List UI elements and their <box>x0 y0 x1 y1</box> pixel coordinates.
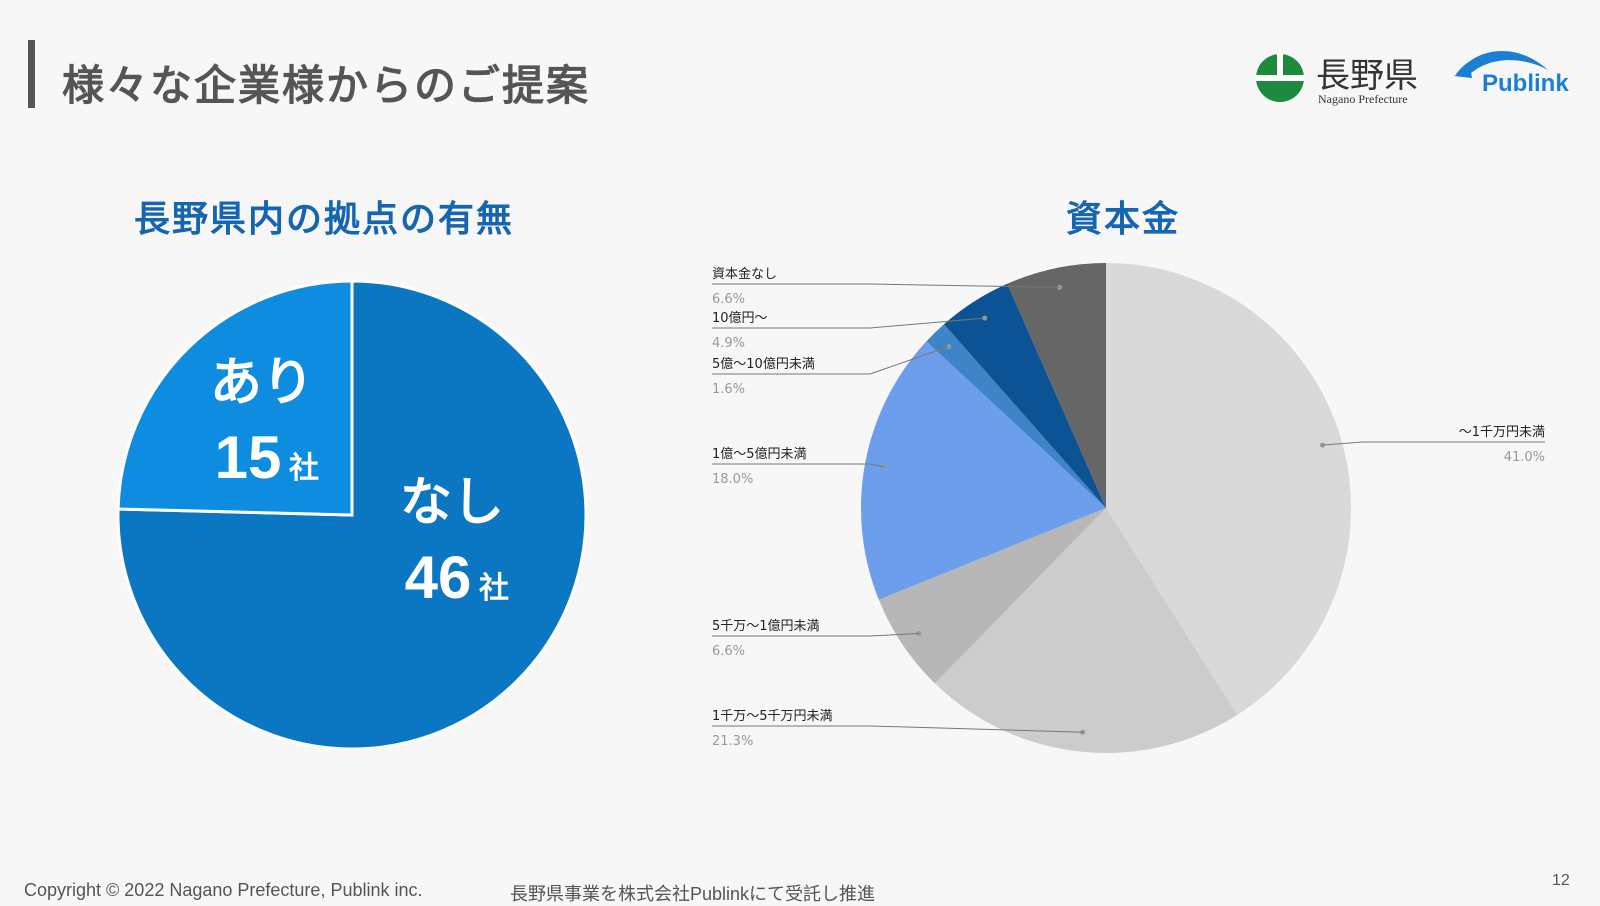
capital-slice-value: 1.6% <box>712 382 745 397</box>
capital-pie-slice <box>1007 263 1106 508</box>
capital-pie-slice <box>861 341 1106 600</box>
page-number: 12 <box>1552 872 1570 889</box>
capital-leader-line <box>1322 441 1545 446</box>
capital-slice-value: 6.6% <box>712 644 745 659</box>
capital-slice-value: 41.0% <box>1504 450 1545 465</box>
capital-slice-value: 18.0% <box>712 472 753 487</box>
capital-pie-slice <box>926 324 1106 508</box>
capital-pie-slice <box>1106 263 1352 715</box>
capital-slice-value: 21.3% <box>712 734 753 749</box>
capital-leader-line <box>712 463 885 468</box>
capital-pie-slice <box>943 283 1106 508</box>
ownership-slice-unit: 社 <box>479 571 509 606</box>
nagano-logo-text: 長野県 <box>1316 56 1418 96</box>
capital-leader-line <box>712 725 1083 733</box>
capital-slice-value: 4.9% <box>712 336 745 351</box>
nagano-logo-subtext: Nagano Prefecture <box>1318 92 1408 106</box>
capital-slice-label: 10億円〜 <box>712 310 768 326</box>
capital-slice-value: 6.6% <box>712 292 745 307</box>
capital-slice-label: 〜1千万円未満 <box>1459 425 1545 440</box>
capital-slice-label: 5千万〜1億円未満 <box>712 618 820 634</box>
capital-pie-slice <box>934 508 1238 753</box>
publink-wave-icon <box>1454 51 1548 78</box>
capital-leader-line <box>712 317 985 329</box>
footer-copyright: Copyright © 2022 Nagano Prefecture, Publ… <box>24 880 423 900</box>
ownership-slice-unit: 社 <box>289 451 319 486</box>
capital-slice-label: 1千万〜5千万円未満 <box>712 709 833 724</box>
capital-leader-line <box>712 346 949 375</box>
capital-leader-line <box>712 633 919 637</box>
footer-contract-note: 長野県事業を株式会社Publinkにて受託し推進 <box>510 884 876 904</box>
left-chart-title: 長野県内の拠点の有無 <box>134 199 515 240</box>
capital-leader-line <box>712 283 1060 288</box>
nagano-prefecture-logo: 長野県 Nagano Prefecture <box>1254 50 1424 112</box>
ownership-slice-value: 46 <box>405 544 472 611</box>
ownership-slice-value: 15 <box>215 424 282 491</box>
page-title: 様々な企業様からのご提案 <box>62 61 591 110</box>
capital-pie-slice <box>878 508 1106 684</box>
ownership-slice-label: なし <box>400 473 504 533</box>
right-chart-title: 資本金 <box>1066 199 1181 240</box>
publink-logo: Publink <box>1452 48 1572 104</box>
ownership-slice-label: あり <box>210 353 314 413</box>
title-accent-bar <box>28 40 35 108</box>
capital-slice-label: 資本金なし <box>712 266 777 282</box>
ownership-pie-slice <box>116 279 354 517</box>
nagano-emblem-icon <box>1256 54 1304 102</box>
capital-slice-label: 1億〜5億円未満 <box>712 446 807 462</box>
capital-slice-label: 5億〜10億円未満 <box>712 356 815 372</box>
publink-logo-text: Publink <box>1482 70 1569 97</box>
